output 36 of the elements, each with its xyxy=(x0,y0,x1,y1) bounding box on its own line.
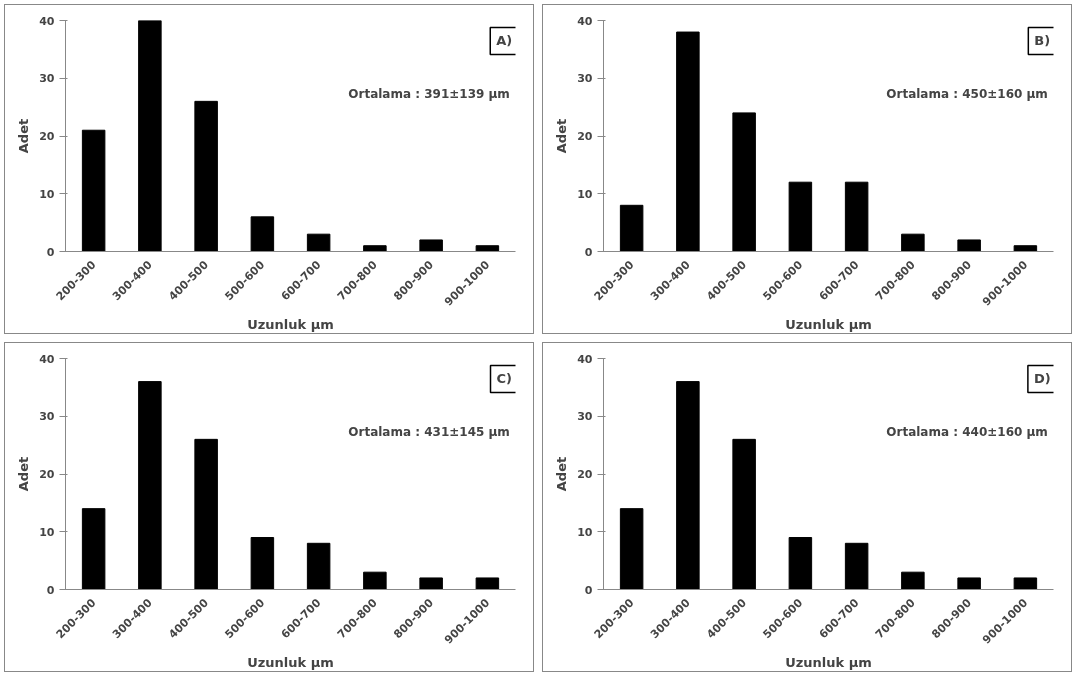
text: C) xyxy=(496,371,512,387)
x-axis-title: Uzunluk µm xyxy=(247,655,334,671)
annotation: Ortalama : 440±160 µm xyxy=(886,425,1048,440)
y-tick-label: 10 xyxy=(39,187,55,201)
x-axis-title: Uzunluk µm xyxy=(247,317,334,333)
y-tick-label: 30 xyxy=(39,410,55,424)
y-tick-label: 10 xyxy=(577,525,593,539)
y-tick-label: 30 xyxy=(39,72,55,86)
text: D) xyxy=(1033,371,1051,387)
y-tick-label: 20 xyxy=(577,130,593,143)
y-axis-title: Adet xyxy=(16,118,32,154)
annotation: Ortalama : 450±160 µm xyxy=(886,87,1048,102)
text: B) xyxy=(1034,33,1051,49)
y-tick-label: 40 xyxy=(39,14,55,28)
y-tick-label: 20 xyxy=(39,130,55,143)
y-tick-label: 20 xyxy=(577,468,593,481)
y-tick-label: 20 xyxy=(39,468,55,481)
y-axis-title: Adet xyxy=(16,456,32,492)
y-tick-label: 40 xyxy=(39,352,55,366)
y-tick-label: 0 xyxy=(46,583,55,597)
text: A) xyxy=(496,33,513,49)
y-axis-title: Adet xyxy=(554,456,570,492)
y-tick-label: 10 xyxy=(39,525,55,539)
x-axis-title: Uzunluk µm xyxy=(785,655,872,671)
y-tick-label: 40 xyxy=(577,352,593,366)
y-tick-label: 30 xyxy=(577,410,593,424)
y-tick-label: 30 xyxy=(577,72,593,86)
annotation: Ortalama : 431±145 µm xyxy=(348,425,510,440)
y-axis-title: Adet xyxy=(554,118,570,154)
x-axis-title: Uzunluk µm xyxy=(785,317,872,333)
y-tick-label: 0 xyxy=(584,583,593,597)
y-tick-label: 40 xyxy=(577,14,593,28)
annotation: Ortalama : 391±139 µm xyxy=(348,87,510,102)
y-tick-label: 10 xyxy=(577,187,593,201)
y-tick-label: 0 xyxy=(584,245,593,259)
y-tick-label: 0 xyxy=(46,245,55,259)
